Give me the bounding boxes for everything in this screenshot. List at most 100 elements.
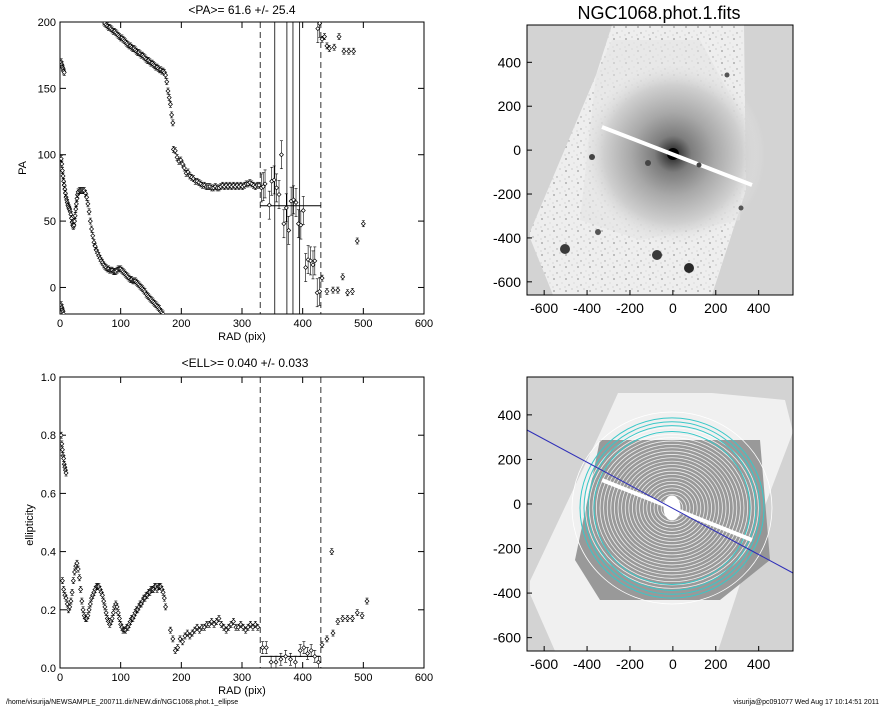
x-tick-label: 300 (233, 672, 251, 684)
data-point (114, 603, 120, 611)
data-point (102, 603, 108, 611)
data-point (181, 164, 187, 172)
data-point (223, 626, 229, 634)
data-point (116, 615, 122, 622)
y-tick-label: 0.8 (41, 430, 56, 442)
x-tick-label: -200 (616, 300, 644, 316)
footer-file-path: /home/visurija/NEWSAMPLE_200711.dir/NEW.… (6, 699, 239, 706)
data-point (245, 623, 251, 631)
isophote-ellipse (603, 443, 741, 573)
star (684, 263, 694, 273)
data-point (103, 609, 109, 617)
data-point (308, 246, 314, 276)
pa-x-axis-label: RAD (pix) (218, 331, 266, 343)
isophote-ellipse (606, 447, 738, 569)
isophote-ellipse (628, 467, 716, 549)
isophote-ellipse (614, 454, 731, 562)
isophote-ellipse (592, 433, 752, 583)
data-point (238, 621, 244, 628)
data-point (262, 169, 268, 199)
data-point (60, 577, 65, 585)
data-point (319, 274, 325, 282)
image-title: NGC1068.phot.1.fits (577, 3, 740, 23)
star (645, 160, 651, 166)
data-point (84, 193, 90, 201)
ell-reference-lines (259, 377, 322, 668)
image-bottom-y-ticks: 400 200 0 -200 -400 -600 (493, 407, 532, 646)
data-point (72, 568, 78, 576)
data-point (349, 288, 355, 295)
x-tick-label: 500 (354, 318, 372, 330)
data-point (163, 603, 169, 611)
data-point (329, 548, 335, 555)
data-point (263, 641, 269, 654)
isophote-ellipse (632, 470, 713, 546)
data-point (317, 22, 323, 38)
data-point (110, 609, 116, 617)
data-point (163, 71, 169, 79)
data-point (300, 196, 306, 225)
data-point (260, 641, 266, 654)
data-point (89, 225, 95, 233)
image-top-y-ticks: 400 200 0 -200 -400 -600 (493, 54, 532, 290)
data-point (351, 47, 357, 55)
isophote-ellipse (617, 457, 727, 559)
x-tick-label: 200 (704, 300, 728, 316)
pa-x-ticks: 0 100 200 300 400 500 600 (57, 22, 433, 330)
data-point (60, 446, 65, 454)
data-point (61, 586, 67, 593)
data-point (268, 655, 274, 668)
y-tick-label: -200 (493, 186, 521, 202)
ell-data-points (60, 431, 370, 668)
data-point (150, 61, 156, 68)
data-point (260, 172, 266, 201)
isophote-ellipse (646, 484, 698, 532)
x-tick-label: 100 (111, 318, 129, 330)
data-point (278, 652, 284, 666)
data-point (69, 589, 75, 596)
x-tick-label: 0 (669, 300, 677, 316)
data-point (63, 469, 69, 477)
data-point (335, 618, 341, 625)
data-point (182, 632, 188, 640)
data-point (72, 212, 78, 220)
isophote-ellipse (650, 487, 695, 529)
x-tick-label: 500 (354, 672, 372, 684)
isophote-ellipse (657, 494, 687, 522)
data-point (317, 277, 323, 306)
data-point (101, 597, 107, 605)
x-tick-label: 400 (747, 300, 771, 316)
data-point (295, 209, 301, 239)
pa-y-ticks: 0 50 100 150 200 (38, 17, 424, 294)
data-point (364, 597, 370, 605)
data-point (312, 650, 318, 663)
data-point (288, 652, 294, 666)
image-bottom-x-ticks: -600 -400 -200 0 200 400 (530, 646, 771, 672)
data-point (75, 565, 81, 573)
data-point (80, 606, 86, 614)
data-point (269, 166, 275, 196)
isophote-ellipse (635, 474, 709, 542)
data-point (308, 644, 314, 657)
pa-plot: <PA>= 61.6 +/- 25.4 0 100 200 300 400 500 600 … (17, 3, 433, 343)
data-point (252, 621, 258, 628)
data-point (346, 47, 352, 55)
data-point (160, 589, 166, 596)
data-point (60, 167, 65, 174)
y-tick-label: 0 (50, 282, 56, 294)
data-point (305, 245, 311, 274)
data-point (345, 289, 351, 297)
data-point (305, 647, 311, 660)
y-tick-label: 1.0 (41, 372, 56, 384)
data-point (341, 47, 347, 55)
data-point (175, 644, 181, 651)
x-tick-label: 400 (747, 656, 771, 672)
y-tick-label: 0 (513, 496, 521, 512)
x-tick-label: -400 (573, 656, 601, 672)
data-point (359, 612, 365, 619)
pa-direction-line (527, 429, 793, 574)
data-point (86, 606, 92, 614)
ell-y-axis-label: ellipticity (24, 504, 36, 546)
y-tick-label: 200 (38, 17, 56, 29)
ell-x-axis-label: RAD (pix) (218, 685, 266, 697)
